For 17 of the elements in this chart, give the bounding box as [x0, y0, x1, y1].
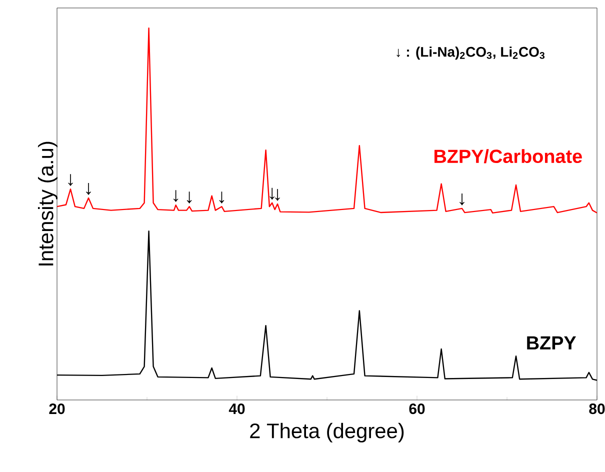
x-tick-label: 60 [409, 404, 425, 414]
annotation: ↓ [86, 183, 91, 195]
series-label: BZPY/Carbonate [434, 149, 582, 164]
annotation: ↓ [275, 188, 280, 201]
x-axis-title: 2 Theta (degree) [250, 422, 404, 442]
series-label: BZPY [527, 336, 576, 350]
annotation: ↓ [270, 188, 274, 200]
annotation: ↓ [173, 190, 178, 202]
annotation: ↓ [460, 193, 464, 206]
annotation: ↓ : (Li-Na)$_{2}$CO$_{3}$, Li$_{2}$CO$_{3}$ [396, 46, 545, 60]
annotation: ↓ [219, 192, 224, 204]
x-tick-label: 40 [228, 404, 245, 414]
y-axis-title: Intensity (a.u) [38, 142, 58, 266]
annotation: ↓ [186, 192, 192, 204]
annotation: ↓ [68, 174, 73, 186]
x-tick-label: 20 [49, 404, 65, 414]
x-tick-label: 80 [589, 404, 605, 414]
